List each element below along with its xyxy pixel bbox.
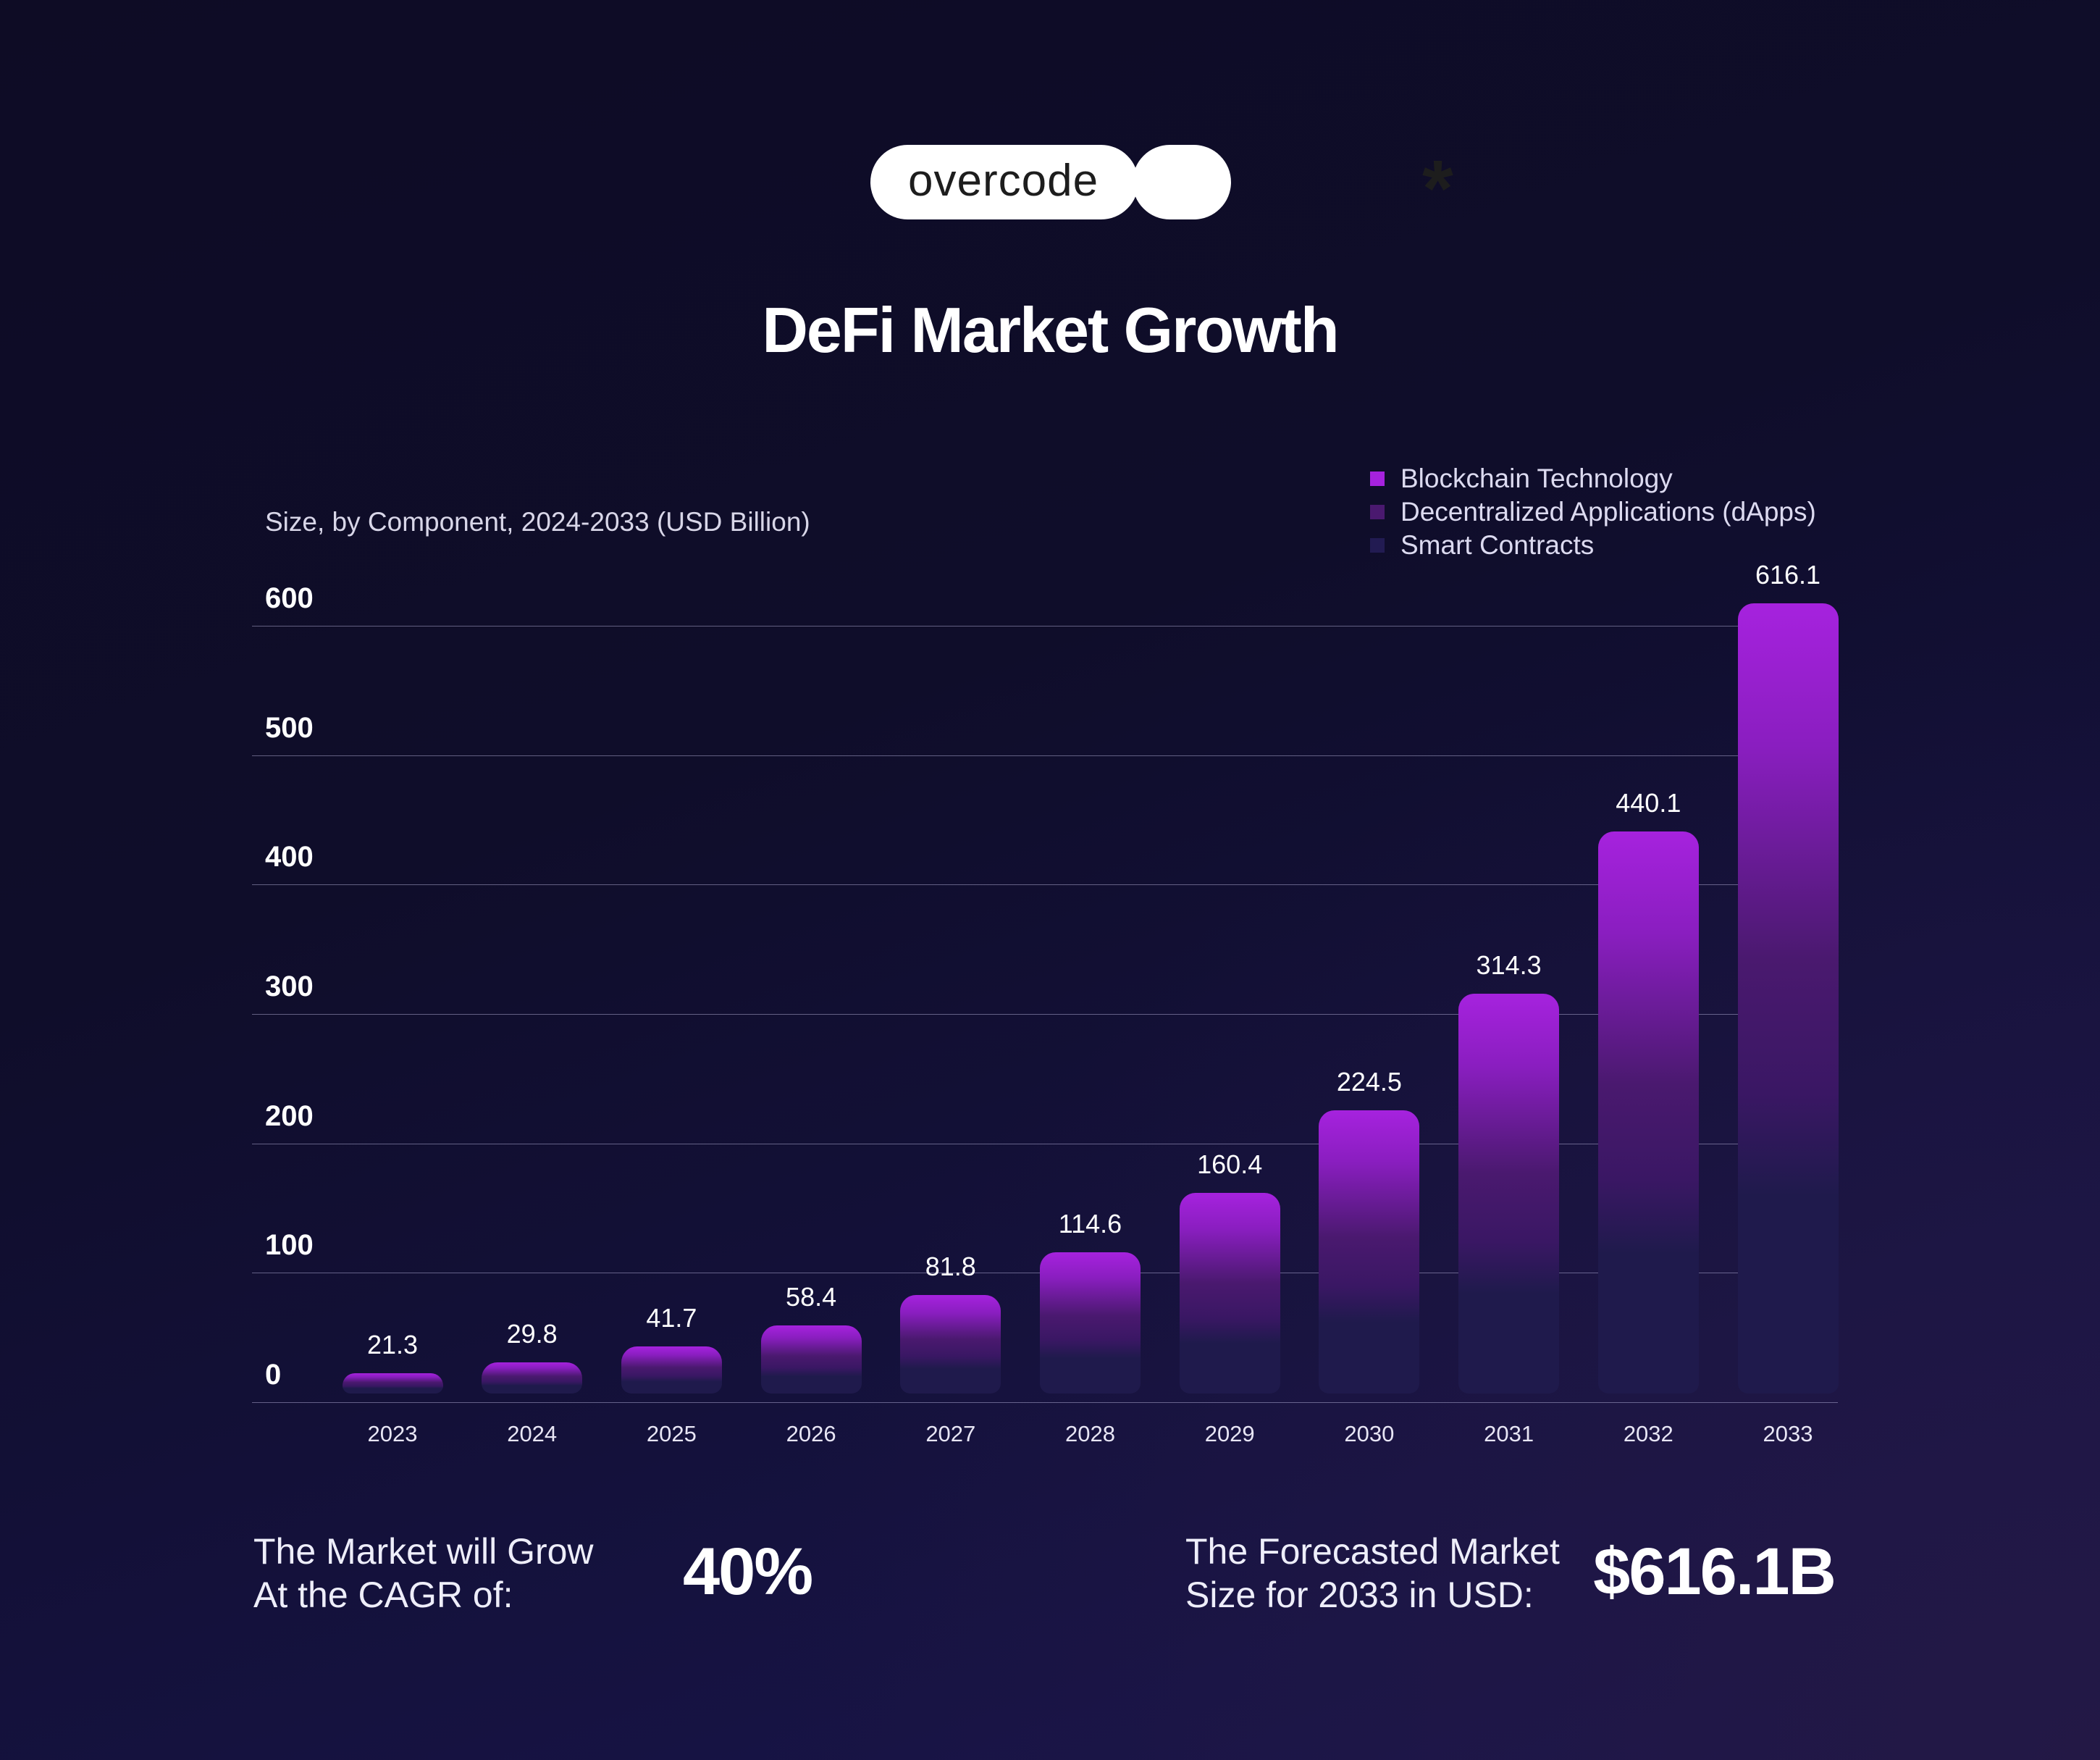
bar xyxy=(1597,831,1699,1394)
cagr-text-line2: At the CAGR of: xyxy=(253,1575,513,1615)
y-tick-label: 500 xyxy=(265,711,314,744)
x-tick-label: 2028 xyxy=(1065,1421,1115,1446)
x-tick-label: 2027 xyxy=(925,1421,976,1446)
value-label: 114.6 xyxy=(1058,1209,1122,1239)
value-label: 41.7 xyxy=(646,1303,697,1333)
legend-item: Smart Contracts xyxy=(1370,530,1594,561)
y-tick-label: 200 xyxy=(265,1099,314,1132)
legend-swatch xyxy=(1370,472,1385,486)
value-label: 314.3 xyxy=(1476,950,1542,981)
chart-subtitle: Size, by Component, 2024-2033 (USD Billi… xyxy=(265,507,810,537)
value-label: 616.1 xyxy=(1755,560,1821,590)
x-tick-label: 2024 xyxy=(507,1421,558,1446)
bar xyxy=(760,1325,862,1394)
legend-label: Decentralized Applications (dApps) xyxy=(1400,497,1816,527)
y-tick-label: 600 xyxy=(265,582,314,614)
overcode-logo: overcode * xyxy=(870,145,1453,229)
bar xyxy=(1319,1110,1420,1394)
bar xyxy=(1040,1252,1141,1394)
cagr-text: The Market will Grow At the CAGR of: xyxy=(253,1530,594,1617)
bar xyxy=(1179,1193,1280,1394)
y-tick-label: 300 xyxy=(265,971,314,1002)
gridline xyxy=(252,626,1838,627)
cagr-value: 40% xyxy=(683,1535,813,1609)
legend-swatch xyxy=(1370,538,1385,553)
gridline xyxy=(252,1402,1838,1403)
value-label: 58.4 xyxy=(786,1281,837,1312)
x-tick-label: 2023 xyxy=(367,1421,418,1446)
gridline xyxy=(252,884,1838,886)
bar xyxy=(482,1362,583,1394)
forecast-text: The Forecasted Market Size for 2033 in U… xyxy=(1185,1530,1560,1617)
x-tick-label: 2029 xyxy=(1204,1421,1255,1446)
x-tick-label: 2026 xyxy=(786,1421,836,1446)
y-tick-label: 100 xyxy=(265,1229,314,1262)
legend-label: Smart Contracts xyxy=(1400,530,1595,560)
value-label: 81.8 xyxy=(925,1251,976,1281)
value-label: 160.4 xyxy=(1197,1149,1263,1180)
value-label: 29.8 xyxy=(506,1318,558,1349)
value-label: 21.3 xyxy=(366,1329,419,1359)
x-tick-label: 2025 xyxy=(646,1421,697,1446)
bar xyxy=(1458,994,1560,1394)
forecast-text-line2: Size for 2033 in USD: xyxy=(1185,1575,1534,1615)
forecast-value: $616.1B xyxy=(1593,1535,1836,1609)
x-tick-label: 2030 xyxy=(1344,1421,1395,1446)
asterisk-icon: * xyxy=(1422,144,1453,233)
cagr-text-line1: The Market will Grow xyxy=(253,1531,594,1572)
y-tick-label: 400 xyxy=(265,841,314,873)
bar xyxy=(621,1346,722,1394)
gridline xyxy=(252,1014,1838,1015)
logo-wordmark: overcode xyxy=(908,156,1099,206)
legend-swatch xyxy=(1370,505,1385,519)
x-tick-label: 2033 xyxy=(1763,1421,1813,1446)
x-tick-label: 2031 xyxy=(1484,1421,1534,1446)
bar xyxy=(900,1294,1001,1394)
legend-label: Blockchain Technology xyxy=(1400,464,1673,493)
value-label: 224.5 xyxy=(1336,1066,1402,1097)
y-tick-label: 0 xyxy=(265,1359,282,1391)
bar xyxy=(342,1373,443,1394)
forecast-text-line1: The Forecasted Market xyxy=(1185,1531,1560,1572)
value-label: 440.1 xyxy=(1616,787,1681,818)
gridline xyxy=(252,755,1838,756)
x-tick-label: 2032 xyxy=(1623,1421,1673,1446)
logo-pill: overcode xyxy=(870,145,1138,219)
bar xyxy=(1737,603,1839,1394)
legend-item: Blockchain Technology xyxy=(1370,464,1673,494)
logo-circle: * xyxy=(1133,145,1453,229)
page-title: DeFi Market Growth xyxy=(762,294,1339,366)
legend-item: Decentralized Applications (dApps) xyxy=(1370,497,1816,527)
